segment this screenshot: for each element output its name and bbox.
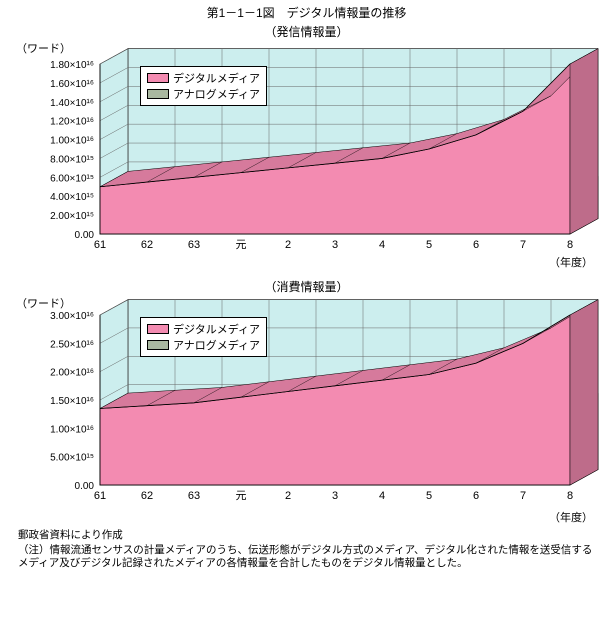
chart2-ylabel: （ワード）	[16, 295, 71, 311]
svg-text:6: 6	[473, 490, 479, 502]
svg-text:4: 4	[379, 239, 385, 251]
svg-text:4.00×10¹⁵: 4.00×10¹⁵	[50, 192, 94, 203]
chart2-legend: デジタルメディアアナログメディア	[140, 317, 267, 357]
svg-text:1.20×10¹⁶: 1.20×10¹⁶	[50, 117, 94, 128]
chart1-ylabel: （ワード）	[16, 40, 71, 56]
svg-text:1.40×10¹⁶: 1.40×10¹⁶	[50, 98, 94, 109]
chart1-xlabel: （年度）	[549, 254, 593, 270]
chart1-block: （ワード） 0.00 2.00×10¹⁵ 4.00×10¹⁵ 6.00×10¹⁵ 8.0…	[0, 40, 613, 272]
svg-text:61: 61	[94, 490, 106, 502]
svg-text:8: 8	[567, 239, 573, 251]
svg-text:2.00×10¹⁵: 2.00×10¹⁵	[50, 211, 94, 222]
svg-text:1.50×10¹⁶: 1.50×10¹⁶	[50, 396, 94, 407]
legend-label: アナログメディア	[173, 337, 260, 353]
chart1-svg: 0.00 2.00×10¹⁵ 4.00×10¹⁵ 6.00×10¹⁵ 8.00×10¹⁵…	[0, 40, 613, 272]
chart2-subtitle: （消費情報量）	[0, 278, 613, 295]
svg-text:63: 63	[188, 239, 200, 251]
svg-text:62: 62	[141, 490, 153, 502]
svg-text:3: 3	[332, 239, 338, 251]
svg-text:元: 元	[236, 490, 247, 502]
svg-text:6.00×10¹⁵: 6.00×10¹⁵	[50, 173, 94, 184]
chart2-block: （ワード） 0.00 5.00×10¹⁵ 1.00×10¹⁶ 1.50×10¹⁶ 2.0…	[0, 295, 613, 527]
chart1-legend: デジタルメディアアナログメディア	[140, 66, 267, 106]
svg-text:0.00: 0.00	[75, 481, 95, 492]
svg-text:1.80×10¹⁶: 1.80×10¹⁶	[50, 60, 94, 71]
svg-text:1.60×10¹⁶: 1.60×10¹⁶	[50, 79, 94, 90]
svg-text:63: 63	[188, 490, 200, 502]
svg-text:1.00×10¹⁶: 1.00×10¹⁶	[50, 136, 94, 147]
note: （注）情報流通センサスの計量メディアのうち、伝送形態がデジタル方式のメディア、デ…	[0, 542, 613, 570]
legend-row: デジタルメディア	[147, 70, 260, 86]
svg-text:8.00×10¹⁵: 8.00×10¹⁵	[50, 154, 94, 165]
legend-row: デジタルメディア	[147, 321, 260, 337]
svg-text:5: 5	[426, 490, 432, 502]
legend-swatch	[147, 324, 169, 334]
legend-row: アナログメディア	[147, 86, 260, 102]
svg-text:8: 8	[567, 490, 573, 502]
note-label: （注）	[18, 544, 50, 556]
legend-row: アナログメディア	[147, 337, 260, 353]
svg-text:1.00×10¹⁶: 1.00×10¹⁶	[50, 424, 94, 435]
legend-swatch	[147, 89, 169, 99]
legend-label: アナログメディア	[173, 86, 260, 102]
chart2-svg: 0.00 5.00×10¹⁵ 1.00×10¹⁶ 1.50×10¹⁶ 2.00×10¹⁶…	[0, 295, 613, 527]
svg-text:3.00×10¹⁶: 3.00×10¹⁶	[50, 311, 94, 322]
svg-text:2: 2	[285, 490, 291, 502]
figure-title: 第1－1－1図 デジタル情報量の推移	[0, 4, 613, 21]
legend-label: デジタルメディア	[173, 321, 260, 337]
legend-swatch	[147, 73, 169, 83]
svg-text:62: 62	[141, 239, 153, 251]
svg-text:61: 61	[94, 239, 106, 251]
svg-text:5.00×10¹⁵: 5.00×10¹⁵	[50, 453, 94, 464]
svg-text:7: 7	[520, 490, 526, 502]
svg-text:4: 4	[379, 490, 385, 502]
chart1-subtitle: （発信情報量）	[0, 23, 613, 40]
svg-text:5: 5	[426, 239, 432, 251]
svg-text:2.00×10¹⁶: 2.00×10¹⁶	[50, 368, 94, 379]
svg-text:2.50×10¹⁶: 2.50×10¹⁶	[50, 339, 94, 350]
svg-text:0.00: 0.00	[75, 230, 95, 241]
source-line: 郵政省資料により作成	[0, 527, 613, 542]
svg-text:元: 元	[236, 239, 247, 251]
note-body: 情報流通センサスの計量メディアのうち、伝送形態がデジタル方式のメディア、デジタル…	[18, 544, 592, 569]
legend-label: デジタルメディア	[173, 70, 260, 86]
legend-swatch	[147, 340, 169, 350]
svg-text:6: 6	[473, 239, 479, 251]
svg-text:3: 3	[332, 490, 338, 502]
svg-text:7: 7	[520, 239, 526, 251]
svg-text:2: 2	[285, 239, 291, 251]
chart2-xlabel: （年度）	[549, 509, 593, 525]
